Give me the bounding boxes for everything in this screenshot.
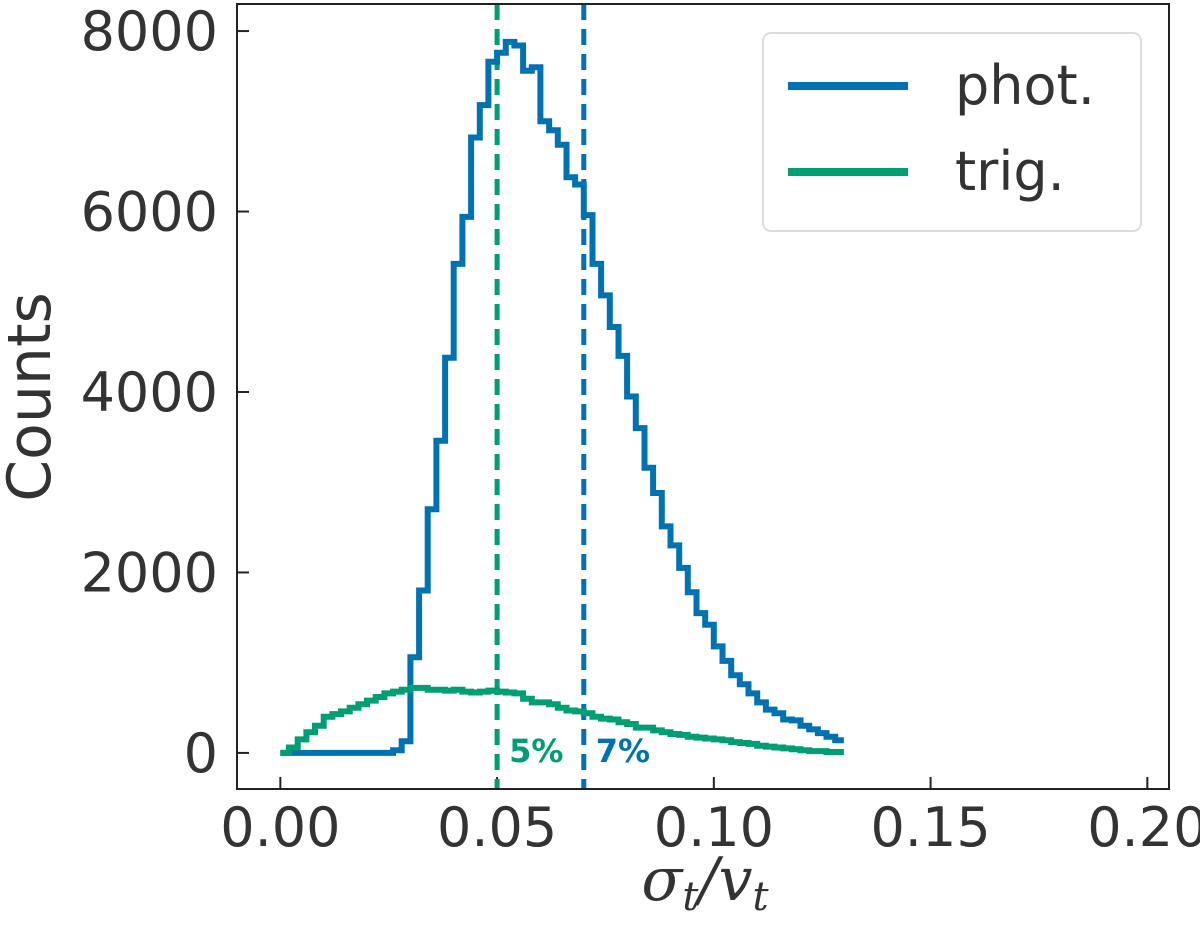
tick-labels-layer: 0.00 0.05 0.10 0.15 0.20 0 2000 4000 6000 8000 <box>81 0 1200 859</box>
x-tick-label-2: 0.10 <box>654 796 774 859</box>
x-tick-label-0: 0.00 <box>220 796 340 859</box>
x-axis-title-sub1: t <box>682 874 699 920</box>
reference-line-label-1: 7% <box>596 732 650 770</box>
y-tick-label-2: 4000 <box>81 361 218 424</box>
annotations-layer: 5% 7% <box>509 732 650 770</box>
legend: phot. trig. <box>762 32 1142 232</box>
series-trig-step <box>280 684 844 756</box>
x-axis-title-v: v <box>719 845 753 915</box>
x-axis-title-sub2: t <box>753 874 770 920</box>
y-axis-title: Counts <box>0 292 65 501</box>
legend-label-phot: phot. <box>955 54 1095 117</box>
x-axis-title: σt/vt <box>641 845 769 920</box>
y-tick-label-3: 6000 <box>81 181 218 244</box>
reference-line-label-0: 5% <box>509 732 563 770</box>
y-tick-label-1: 2000 <box>81 541 218 604</box>
x-axis-title-sigma: σ <box>641 845 684 915</box>
series-phot-step <box>280 38 844 756</box>
x-tick-label-4: 0.20 <box>1087 796 1200 859</box>
x-tick-label-3: 0.15 <box>870 796 990 859</box>
reference-lines-layer <box>494 4 587 789</box>
y-tick-label-0: 0 <box>184 722 218 785</box>
plot-frame <box>236 3 1170 790</box>
y-tick-label-4: 8000 <box>81 0 218 63</box>
x-tick-label-1: 0.05 <box>437 796 557 859</box>
legend-label-trig: trig. <box>955 140 1065 203</box>
series-layer <box>280 38 844 756</box>
